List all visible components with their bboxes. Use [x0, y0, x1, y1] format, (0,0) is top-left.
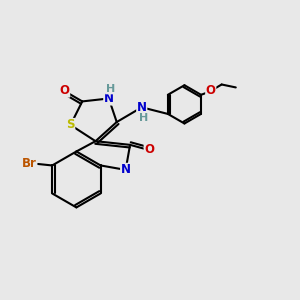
- Text: O: O: [206, 84, 216, 97]
- Text: S: S: [66, 118, 75, 131]
- Text: O: O: [144, 143, 154, 156]
- Text: H: H: [139, 112, 148, 123]
- Text: O: O: [60, 84, 70, 97]
- Text: N: N: [104, 92, 114, 105]
- Text: N: N: [121, 164, 130, 176]
- Text: H: H: [106, 84, 115, 94]
- Text: N: N: [137, 101, 147, 114]
- Text: Br: Br: [22, 158, 37, 170]
